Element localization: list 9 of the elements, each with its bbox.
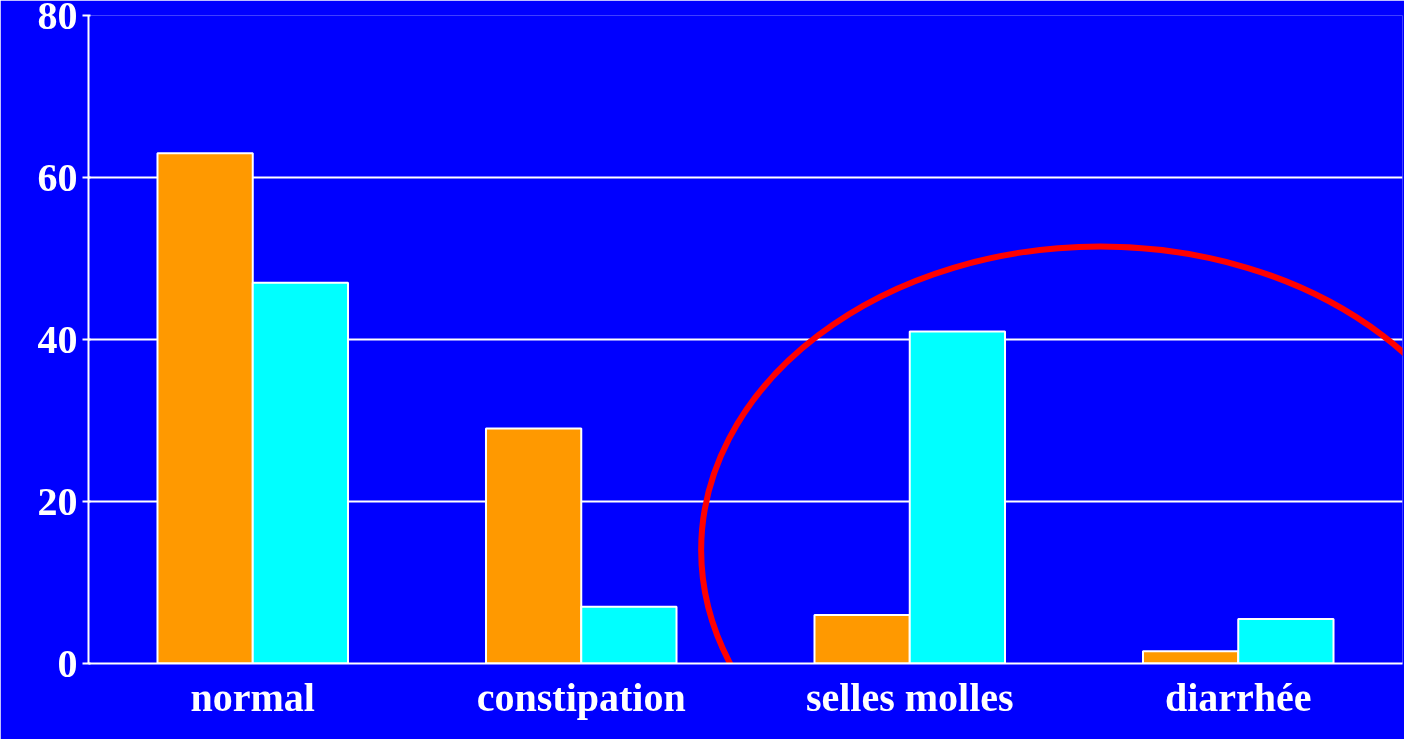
y-tick-label: 60 bbox=[37, 154, 78, 200]
y-tick-label: 40 bbox=[37, 316, 78, 362]
y-tick-label: 0 bbox=[57, 640, 78, 686]
x-tick-label: selles molles bbox=[805, 674, 1014, 720]
y-tick-label: 20 bbox=[37, 478, 78, 524]
y-tick-label: 80 bbox=[37, 0, 78, 38]
x-tick-label: diarrhée bbox=[1164, 674, 1312, 720]
x-tick-label: normal bbox=[190, 674, 315, 720]
x-tick-label: constipation bbox=[476, 674, 686, 720]
